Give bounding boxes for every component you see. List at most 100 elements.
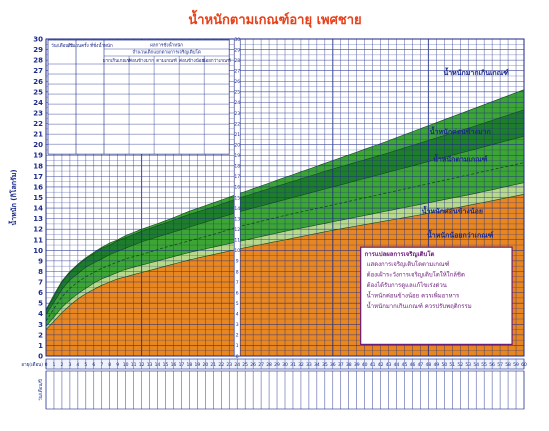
x-tick-label: 17 [179,362,185,368]
x-tick-label: 34 [314,362,320,368]
x-tick-label: 42 [378,362,384,368]
table-sub-header: ค่อนข้างมาก [129,58,154,64]
y-tick-label: 10 [33,247,43,255]
x-tick-label: 10 [123,362,129,368]
y-tick-label-mid: 22 [234,121,240,127]
x-tick-label: 40 [362,362,368,368]
x-tick-label: 14 [155,362,161,368]
y-tick-label-mid: 12 [234,227,240,233]
y-tick-label-mid: 11 [234,238,240,244]
y-tick-label: 5 [38,300,43,308]
y-tick-label: 13 [33,215,43,223]
y-tick-label-mid: 23 [234,111,240,117]
table-frame [47,39,230,155]
x-tick-label: 8 [108,362,111,368]
x-row1-label: อายุ(เดือน) [21,361,43,368]
x-tick-label: 45 [402,362,408,368]
y-tick-label-mid: 3 [236,322,239,328]
x-tick-label: 13 [147,362,153,368]
table-header-result: ผลการชั่งน้ำหนัก [150,42,183,49]
x-tick-label: 22 [218,362,224,368]
y-tick-label: 17 [33,173,43,181]
y-tick-label-mid: 30 [234,37,240,43]
x-tick-label: 18 [187,362,193,368]
y-tick-label-mid: 17 [234,174,240,180]
x-tick-label: 46 [410,362,416,368]
x-tick-label: 2 [60,362,63,368]
legend-item: แสดงการเจริญเติบโตตามเกณฑ์ [367,260,450,268]
y-tick-label: 1 [38,342,43,350]
x-tick-label: 3 [68,362,71,368]
y-tick-label-mid: 10 [234,248,240,254]
table-sub-header: ตามเกณฑ์ [156,57,177,64]
table-header-date: วัน/เดือน/ปี [51,42,73,49]
y-tick-label-mid: 9 [236,259,239,265]
x-axis-ticks: 0 1 2 3 4 5 6 7 8 9 10 11 12 13 14 15 16 17 18 19 20 21 22 23 24… [21,358,527,410]
x-tick-label: 44 [394,362,400,368]
table-header-count: จำนวนครั้ง ที่ชั่งน้ำหนัก [67,42,113,49]
x-tick-label: 28 [266,362,272,368]
legend-item: น้ำหนักมากเกินเกณฑ์ ควรปรับพฤติกรรม [367,300,472,310]
y-tick-label: 2 [38,331,43,339]
plot-border [45,38,525,357]
y-tick-label-mid: 29 [234,47,240,53]
x-tick-label: 60 [521,362,527,368]
y-tick-label: 20 [33,141,43,149]
x-tick-label: 36 [330,362,336,368]
y-tick-label: 30 [33,36,43,44]
x-tick-label: 38 [346,362,352,368]
x-tick-label: 5 [84,362,87,368]
y-tick-label-mid: 15 [234,195,240,201]
y-tick-label: 23 [33,109,43,117]
legend-item: น้ำหนักค่อนข้างน้อย ควรเพิ่มอาหาร [367,290,460,300]
y-tick-label-mid: 5 [236,301,239,307]
y-tick-label: 19 [33,152,43,160]
y-tick-label: 0 [38,353,43,361]
x-tick-label: 7 [100,362,103,368]
y-tick-label: 7 [38,279,43,287]
band-label: น้ำหนักตามเกณฑ์ [433,153,488,164]
y-tick-label: 6 [38,289,43,297]
y-tick-label-mid: 2 [236,333,239,339]
x-tick-label: 12 [139,362,145,368]
y-tick-label-mid: 24 [234,100,240,106]
table-sub-header: มากเกินเกณฑ์ [103,57,131,64]
legend-item: ต้องได้รับการดูแลแก้ไขเร่งด่วน [367,281,447,289]
x-tick-label: 59 [513,362,519,368]
x-tick-label: 54 [473,362,479,368]
x-tick-label: 51 [449,362,455,368]
x-tick-label: 39 [354,362,360,368]
x-tick-label: 32 [298,362,304,368]
y-tick-label: 22 [33,120,43,128]
x-tick-label: 30 [282,362,288,368]
x-tick-label: 31 [290,362,296,368]
y-tick-label-mid: 25 [234,90,240,96]
y-axis-label: น้ำหนัก (กิโลกรัม) [7,169,18,225]
y-tick-label-mid: 7 [236,280,239,286]
y-tick-label-mid: 26 [234,79,240,85]
x-tick-label: 49 [433,362,439,368]
table-sub-header: ค่อนข้างน้อย [179,58,204,64]
chart-title: น้ำหนักตามเกณฑ์อายุ เพศชาย [188,9,361,28]
band-label: น้ำหนักค่อนข้างมาก [430,125,491,136]
y-tick-label-mid: 16 [234,185,240,191]
table-header-result-sub: จำนวนเด็กแยกตามการเจริญเติบโต [132,48,201,56]
y-tick-label: 16 [33,183,43,191]
x-tick-label: 56 [489,362,495,368]
y-tick-label-mid: 20 [234,142,240,148]
x-tick-label: 6 [92,362,95,368]
y-tick-label: 12 [33,226,43,234]
y-tick-label-mid: 8 [236,269,239,275]
x-tick-label: 25 [242,362,248,368]
x-tick-label: 11 [131,362,137,368]
y-tick-label: 25 [33,88,43,96]
x-tick-label: 50 [441,362,447,368]
y-tick-label: 3 [38,321,43,329]
y-tick-label: 15 [33,194,43,202]
y-tick-label: 11 [33,236,43,244]
x-tick-label: 29 [274,362,280,368]
x-tick-label: 33 [306,362,312,368]
x-tick-label: 21 [210,362,216,368]
